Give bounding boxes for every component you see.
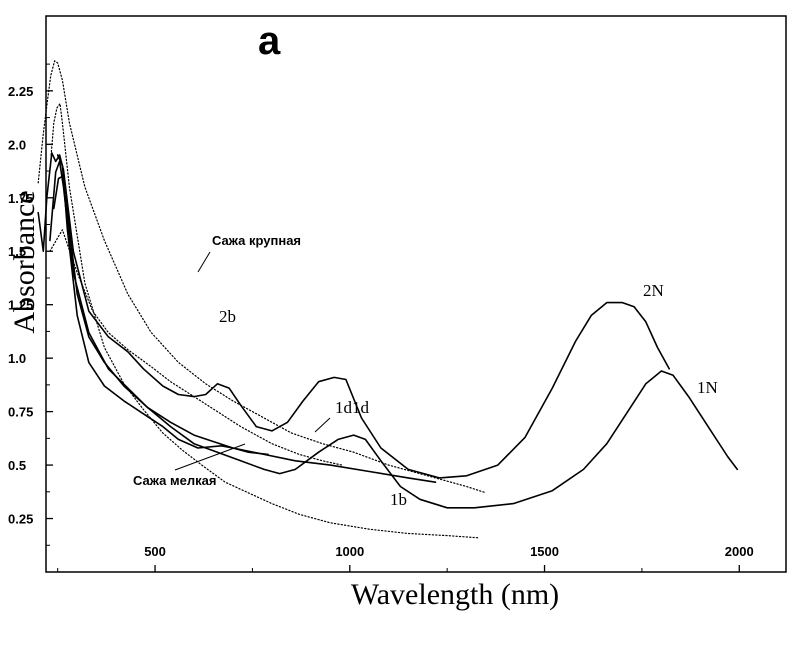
series-line-1N [49, 160, 739, 509]
leader-sazha-krupnaya [197, 251, 211, 273]
label-2N: 2N [643, 281, 664, 300]
x-tick-label: 500 [144, 544, 166, 559]
x-tick-label: 1500 [530, 544, 559, 559]
y-tick-label: 0.25 [8, 512, 33, 527]
series-line-1b [50, 103, 479, 539]
series-line-2N [37, 152, 670, 479]
leader-sazha-melkaya [174, 443, 246, 471]
label-1d1d: 1d1d [335, 398, 370, 417]
y-tick-label: 1.0 [8, 351, 26, 366]
panel-label: a [258, 19, 281, 63]
y-axis-title: Absorbance [8, 190, 41, 333]
y-tick-label: 2.0 [8, 137, 26, 152]
series-line-2b [49, 229, 343, 466]
label-1b: 1b [390, 490, 407, 509]
axis-ticks: 0.25 0.5 0.75 1.0 1.25 1.5 1.75 2.0 2.25 500 1000 1… [8, 63, 754, 572]
y-tick-label: 1.75 [8, 191, 33, 206]
series-layer [37, 60, 739, 539]
x-tick-label: 2000 [725, 544, 754, 559]
series-line-Сажа-мелкая [56, 154, 269, 456]
y-tick-label: 0.5 [8, 458, 26, 473]
x-axis-title: Wavelength (nm) [351, 578, 559, 611]
x-tick-label: 1000 [335, 544, 364, 559]
y-tick-label: 2.25 [8, 84, 33, 99]
y-tick-label: 0.75 [8, 405, 33, 420]
y-tick-label: 1.25 [8, 298, 33, 313]
label-sazha-melkaya: Сажа мелкая [133, 473, 216, 488]
leader-1d1d [314, 417, 331, 433]
label-sazha-krupnaya: Сажа крупная [212, 233, 301, 248]
label-2b: 2b [219, 307, 236, 326]
label-1N: 1N [697, 378, 718, 397]
series-line-1d1d [53, 175, 437, 483]
y-tick-label: 1.5 [8, 244, 26, 259]
series-line-Сажа-крупная [37, 60, 487, 494]
plot-frame [45, 15, 787, 573]
